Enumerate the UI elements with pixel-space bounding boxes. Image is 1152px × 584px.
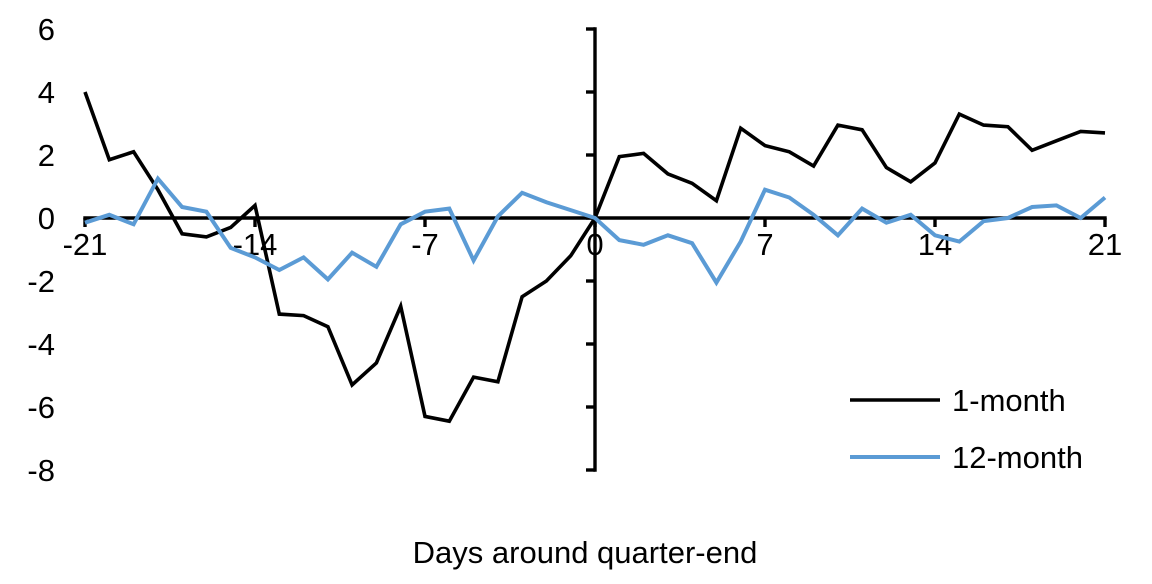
x-tick-label: 21 <box>1088 227 1122 262</box>
x-tick-label: 0 <box>586 227 603 262</box>
x-tick-label: 7 <box>756 227 773 262</box>
y-tick-label: 4 <box>38 75 55 110</box>
y-tick-label: -6 <box>27 390 55 425</box>
legend: 1-month 12-month <box>850 383 1083 475</box>
y-tick-label: -8 <box>27 453 55 488</box>
y-tick-labels: 6 4 2 0 -2 -4 -6 -8 <box>27 12 55 488</box>
y-tick-label: -4 <box>27 327 55 362</box>
y-tick-label: 2 <box>38 138 55 173</box>
x-tick-label: -21 <box>63 227 108 262</box>
y-tick-label: 6 <box>38 12 55 47</box>
y-tick-label: -2 <box>27 264 55 299</box>
series-lines <box>83 91 1107 424</box>
legend-label-1-month: 1-month <box>952 383 1066 418</box>
series-line-12-month <box>84 175 1107 287</box>
x-axis-title: Days around quarter-end <box>413 535 758 570</box>
x-tick-label: -7 <box>411 227 439 262</box>
y-tick-label: 0 <box>38 201 55 236</box>
x-tick-label: 14 <box>918 227 952 262</box>
legend-label-12-month: 12-month <box>952 440 1083 475</box>
